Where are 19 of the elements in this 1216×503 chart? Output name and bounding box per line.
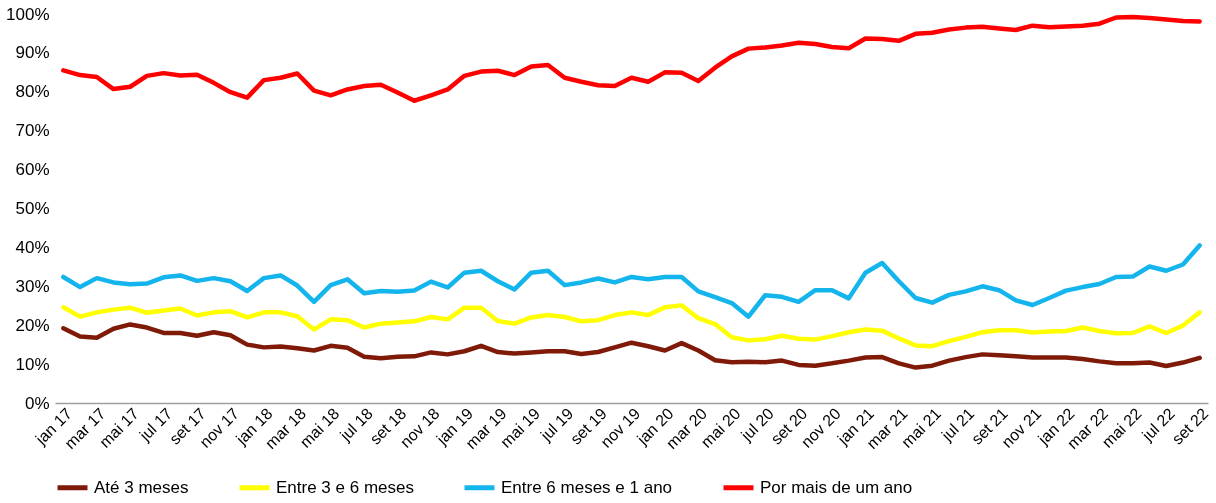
- line-series: [61, 303, 1202, 349]
- y-tick-label: 80%: [15, 82, 50, 102]
- y-tick-label: 0%: [24, 393, 50, 413]
- y-tick-label: 100%: [6, 4, 50, 24]
- line-series: [61, 322, 1202, 370]
- line-series: [61, 243, 1202, 319]
- y-tick-label: 10%: [15, 354, 50, 374]
- y-tick-label: 60%: [15, 160, 50, 180]
- y-tick-label: 40%: [15, 237, 50, 257]
- y-tick-label: 50%: [15, 199, 50, 218]
- legend-label: Entre 3 e 6 meses: [276, 477, 414, 497]
- y-tick-label: 70%: [15, 121, 50, 141]
- y-tick-label: 90%: [15, 43, 50, 63]
- y-tick-label: 20%: [15, 315, 50, 335]
- legend-label: Entre 6 meses e 1 ano: [501, 477, 673, 497]
- legend-label: Até 3 meses: [94, 477, 189, 497]
- legend-label: Por mais de um ano: [760, 477, 913, 497]
- line-series: [61, 14, 1202, 103]
- y-tick-label: 30%: [15, 276, 50, 296]
